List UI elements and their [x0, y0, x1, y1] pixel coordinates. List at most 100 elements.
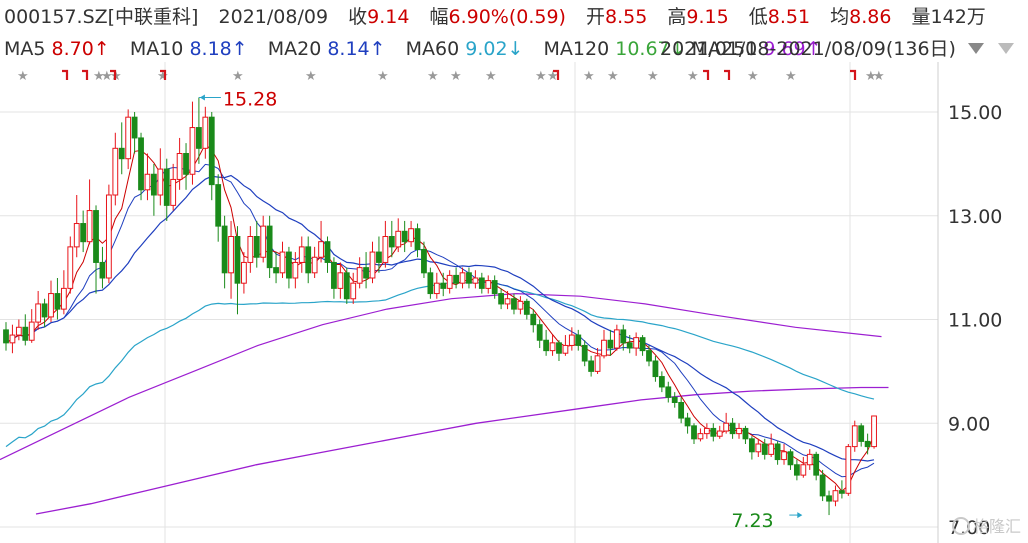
candle — [504, 290, 511, 310]
candle-body — [356, 267, 363, 284]
dropdown-arrow-icon[interactable] — [968, 43, 984, 54]
candle — [607, 329, 614, 356]
candle-body — [549, 342, 556, 352]
candle-body — [504, 298, 511, 305]
candle-body — [626, 342, 633, 349]
candle-body — [163, 168, 170, 206]
ma5-line — [5, 143, 875, 492]
candle-body — [639, 337, 646, 352]
candle-body — [671, 396, 678, 403]
candle — [318, 220, 324, 263]
event-markers: ★ ★★★ ★ ★ ★ ★ ★ ★ ★ ★ ★ ★ ★ ★ ★ ★ ★ ★★ — [17, 69, 885, 84]
candle-body — [414, 228, 421, 250]
candle-body — [478, 277, 485, 289]
candle-body — [67, 246, 74, 289]
candle — [601, 329, 607, 359]
candle — [253, 220, 260, 268]
candle — [176, 137, 183, 190]
candle — [453, 267, 460, 289]
candle — [228, 220, 234, 299]
candle — [350, 272, 357, 304]
candle-body — [710, 427, 717, 437]
candle-body — [241, 261, 247, 284]
candle — [298, 236, 305, 273]
candle-body — [613, 329, 620, 349]
candle-body — [665, 386, 672, 398]
candle — [736, 423, 742, 439]
candle-body — [601, 339, 607, 357]
candle — [639, 335, 646, 356]
ma60-label: MA60 — [405, 38, 460, 60]
date-range-selector[interactable]: 2021/01/18-2021/08/09(136日) — [660, 38, 956, 60]
candle — [768, 433, 775, 457]
dropdown-arrow-icon-secondary[interactable] — [998, 43, 1014, 54]
volume-value: 142万 — [930, 6, 986, 28]
candle-body — [273, 267, 279, 274]
candle-body — [851, 425, 858, 448]
candle — [118, 122, 125, 175]
candle-body — [826, 495, 832, 502]
ma60-line — [5, 281, 875, 448]
candle-body — [607, 339, 614, 349]
candle — [543, 329, 550, 356]
ma250-label: MA250 — [691, 38, 758, 60]
candle — [613, 324, 620, 351]
candle-body — [761, 443, 768, 455]
candle-body — [813, 453, 820, 476]
candle — [781, 444, 787, 465]
star-marker-icon: ★ — [647, 69, 659, 84]
candle — [864, 433, 871, 455]
star-marker-icon: ★ — [377, 69, 389, 84]
candle-body — [376, 251, 382, 263]
candle — [697, 428, 704, 442]
candle — [491, 275, 498, 299]
candle — [150, 163, 157, 216]
open-value: 8.55 — [605, 6, 648, 28]
candle — [511, 293, 517, 315]
candle — [99, 246, 106, 289]
candle — [163, 158, 170, 221]
candle-body — [755, 443, 762, 453]
candle — [183, 143, 189, 190]
candle-body — [729, 422, 736, 435]
candle-body — [446, 274, 453, 289]
candle — [388, 220, 395, 258]
candle-body — [652, 360, 659, 378]
candle-body — [433, 282, 440, 295]
candle — [337, 262, 344, 299]
annotation-arrow-icon — [199, 94, 205, 101]
candle — [54, 278, 61, 320]
flag-marker-icon — [110, 69, 117, 80]
star-marker-icon: ★ — [427, 69, 439, 84]
candle-body — [382, 236, 389, 263]
candle — [144, 153, 151, 201]
candle — [324, 236, 331, 273]
candle — [112, 132, 119, 206]
candle — [839, 480, 845, 499]
candle — [331, 257, 337, 299]
candle — [536, 319, 543, 349]
candle — [48, 280, 54, 323]
candle-body — [93, 210, 99, 263]
candle-body — [86, 210, 93, 243]
candle — [28, 309, 35, 343]
candle-body — [170, 178, 177, 206]
candle — [678, 397, 685, 424]
candle-body — [421, 248, 427, 274]
y-tick-label: 13.00 — [948, 206, 1002, 228]
candle-body — [858, 425, 865, 442]
candle — [157, 148, 164, 206]
annotation-low-label: 7.23 — [731, 510, 773, 532]
candle — [382, 220, 389, 268]
candle-body — [388, 236, 395, 248]
candle — [189, 101, 196, 185]
candle — [131, 112, 138, 154]
star-marker-icon: ★ — [607, 69, 619, 84]
star-marker-icon: ★ — [157, 69, 169, 84]
candle-body — [472, 277, 479, 284]
candle-body — [363, 267, 369, 279]
star-marker-icon: ★ — [93, 69, 105, 84]
candle — [60, 270, 67, 315]
ma5-value: 8.70↑ — [51, 38, 110, 60]
candle-body — [787, 451, 794, 466]
